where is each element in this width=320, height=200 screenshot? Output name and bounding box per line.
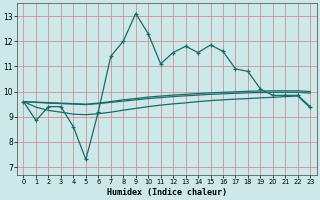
X-axis label: Humidex (Indice chaleur): Humidex (Indice chaleur) [107,188,227,197]
